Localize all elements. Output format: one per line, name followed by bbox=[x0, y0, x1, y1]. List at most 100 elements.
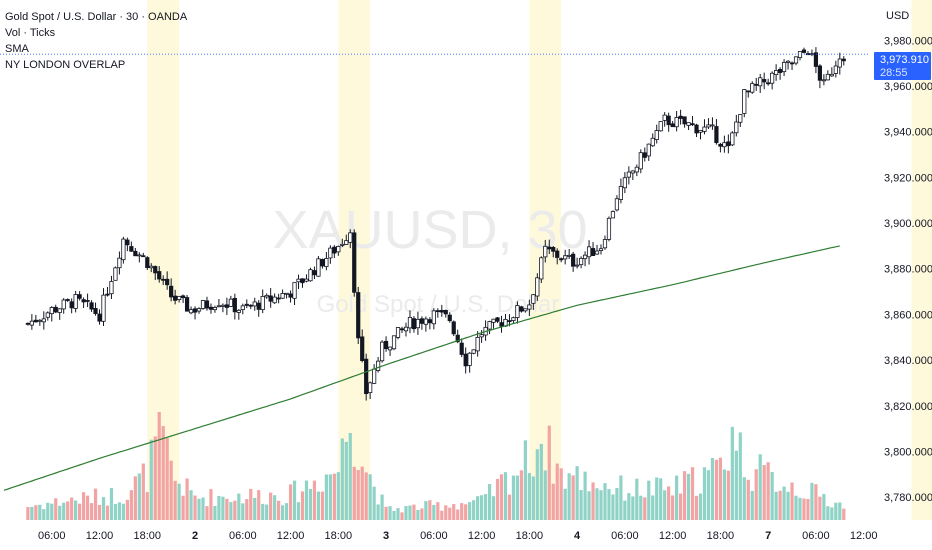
volume-bar bbox=[277, 500, 281, 520]
time-axis-label[interactable]: 4 bbox=[574, 530, 581, 542]
volume-bar bbox=[368, 474, 372, 520]
candle-body bbox=[511, 317, 516, 321]
candle-body bbox=[141, 255, 146, 258]
candle-body bbox=[65, 299, 70, 301]
candle-body bbox=[722, 142, 727, 148]
time-axis-label[interactable]: 06:00 bbox=[611, 530, 639, 542]
price-axis-label[interactable]: 3,920.000 bbox=[884, 172, 932, 184]
time-axis-label[interactable]: 2 bbox=[192, 530, 198, 542]
time-axis-label[interactable]: 3 bbox=[383, 530, 389, 542]
candle-body bbox=[296, 278, 301, 283]
candle-body bbox=[61, 299, 66, 310]
volume-bar bbox=[241, 503, 245, 520]
candle-body bbox=[666, 115, 671, 126]
price-axis-label[interactable]: 3,900.000 bbox=[884, 218, 932, 230]
volume-bar bbox=[133, 476, 137, 520]
price-axis-label[interactable]: 3,780.000 bbox=[884, 492, 932, 504]
time-axis-label[interactable]: 12:00 bbox=[86, 530, 114, 542]
volume-bar bbox=[750, 490, 754, 520]
volume-bar bbox=[766, 462, 770, 520]
time-axis-label[interactable]: 12:00 bbox=[468, 530, 496, 542]
price-axis-label[interactable]: 3,980.000 bbox=[884, 35, 932, 47]
time-axis-label[interactable]: 18:00 bbox=[134, 530, 162, 542]
candle-body bbox=[121, 238, 126, 261]
volume-bar bbox=[607, 489, 611, 520]
volume-bar bbox=[599, 490, 603, 520]
candle-body bbox=[789, 62, 795, 65]
candle-body bbox=[177, 295, 182, 300]
price-axis-label[interactable]: 3,860.000 bbox=[884, 309, 932, 321]
session-indicator-label[interactable]: NY LONDON OVERLAP bbox=[5, 59, 126, 71]
candle-body bbox=[196, 308, 202, 312]
volume-bar bbox=[165, 438, 169, 520]
price-axis-label[interactable]: 3,880.000 bbox=[884, 264, 932, 276]
volume-bar bbox=[157, 412, 161, 520]
time-axis-label[interactable]: 12:00 bbox=[850, 530, 878, 542]
candle-body bbox=[654, 130, 659, 140]
volume-bar bbox=[830, 507, 834, 520]
candle-body bbox=[93, 308, 98, 314]
candle-body bbox=[674, 117, 679, 128]
candle-body bbox=[260, 296, 265, 310]
candle-body bbox=[228, 298, 233, 307]
candle-body bbox=[300, 278, 305, 284]
volume-bar bbox=[722, 469, 726, 520]
chart-legend: Gold Spot / U.S. Dollar · 30 · OANDA Vol… bbox=[5, 9, 187, 73]
volume-bar bbox=[109, 488, 114, 520]
time-axis-label[interactable]: 06:00 bbox=[229, 530, 257, 542]
currency-label[interactable]: USD bbox=[886, 10, 910, 22]
time-axis-label[interactable]: 18:00 bbox=[516, 530, 544, 542]
volume-bar bbox=[205, 506, 209, 520]
volume-bar bbox=[360, 466, 364, 520]
candle-body bbox=[113, 267, 118, 281]
candle-body bbox=[324, 258, 329, 267]
price-axis-label[interactable]: 3,960.000 bbox=[884, 81, 932, 93]
price-axis-label[interactable]: 3,800.000 bbox=[884, 446, 932, 458]
volume-bar bbox=[54, 498, 58, 520]
candle-body bbox=[340, 243, 345, 246]
volume-bar bbox=[225, 498, 229, 520]
volume-bar bbox=[93, 488, 98, 520]
candle-body bbox=[137, 254, 142, 257]
time-axis-label[interactable]: 12:00 bbox=[659, 530, 687, 542]
time-axis-label[interactable]: 06:00 bbox=[38, 530, 66, 542]
volume-bar bbox=[30, 506, 34, 520]
price-axis-label[interactable]: 3,820.000 bbox=[884, 401, 932, 413]
volume-bar bbox=[503, 472, 508, 520]
time-axis-label[interactable]: 06:00 bbox=[420, 530, 448, 542]
time-axis-label[interactable]: 18:00 bbox=[325, 530, 353, 542]
volume-bar bbox=[185, 478, 189, 520]
candle-body bbox=[312, 270, 317, 276]
volume-bar bbox=[483, 494, 488, 520]
time-axis-label[interactable]: 06:00 bbox=[802, 530, 830, 542]
candle-body bbox=[264, 294, 269, 298]
volume-bar bbox=[113, 503, 118, 520]
volume-bar bbox=[62, 502, 66, 520]
candle-body bbox=[559, 258, 564, 261]
volume-bar bbox=[726, 470, 730, 520]
volume-bar bbox=[810, 482, 814, 520]
candle-body bbox=[376, 360, 381, 371]
volume-bar bbox=[487, 484, 492, 520]
price-axis-label[interactable]: 3,840.000 bbox=[884, 355, 932, 367]
candle-body bbox=[45, 312, 50, 318]
volume-indicator-label[interactable]: Vol · Ticks bbox=[5, 27, 56, 39]
volume-bar bbox=[826, 506, 830, 520]
candle-body bbox=[817, 65, 823, 81]
time-axis-label[interactable]: 18:00 bbox=[707, 530, 735, 542]
volume-bar bbox=[523, 440, 527, 520]
sma-indicator-label[interactable]: SMA bbox=[5, 43, 29, 55]
volume-bar bbox=[555, 463, 559, 520]
price-axis-label[interactable]: 3,940.000 bbox=[884, 127, 932, 139]
time-axis-label[interactable]: 12:00 bbox=[277, 530, 305, 542]
candle-body bbox=[793, 56, 799, 64]
volume-bar bbox=[718, 457, 722, 520]
volume-bar bbox=[476, 496, 480, 520]
time-axis-label[interactable]: 7 bbox=[765, 530, 771, 542]
symbol-title[interactable]: Gold Spot / U.S. Dollar · 30 · OANDA bbox=[5, 11, 188, 23]
volume-bar bbox=[798, 497, 802, 520]
candle-body bbox=[730, 132, 735, 146]
candle-body bbox=[495, 317, 500, 322]
